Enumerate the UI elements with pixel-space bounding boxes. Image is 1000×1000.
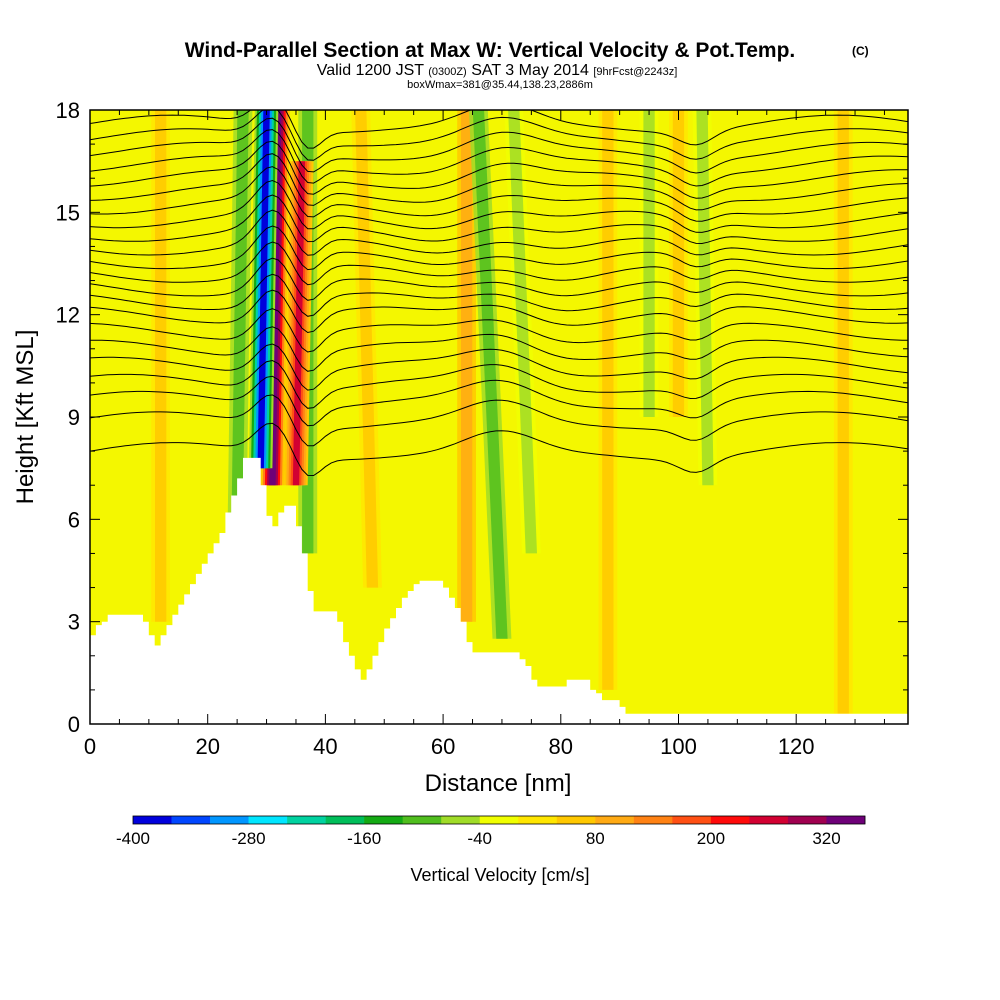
- isentrope-line: [90, 194, 908, 245]
- colorbar-tick-label: 80: [586, 829, 605, 848]
- colorbar-swatch: [133, 816, 172, 824]
- isentrope-line: [90, 225, 908, 271]
- colorbar-swatch: [749, 816, 789, 824]
- terrain-mask: [90, 457, 908, 724]
- x-axis-label: Distance [nm]: [425, 770, 572, 797]
- colorbar-swatch: [325, 816, 365, 824]
- velocity-band: [508, 110, 537, 554]
- colorbar-tick-label: -400: [116, 829, 150, 848]
- colorbar-swatch: [556, 816, 596, 824]
- x-tick-label: 0: [84, 734, 96, 759]
- y-tick-label: 3: [68, 610, 80, 635]
- velocity-band: [696, 110, 714, 486]
- velocity-band: [155, 110, 167, 622]
- y-axis: 0 3 6 9 12 15 18: [56, 98, 908, 737]
- x-tick-label: 100: [660, 734, 697, 759]
- colorbar-swatch: [441, 816, 481, 824]
- copyright-mark: (C): [852, 44, 869, 58]
- isentrope-line: [90, 117, 908, 174]
- colorbar-swatch: [826, 816, 866, 824]
- chart-subtitle: Valid 1200 JST (0300Z) SAT 3 May 2014 [9…: [317, 62, 678, 79]
- subtitle-valid: Valid 1200 JST: [317, 62, 425, 79]
- isentrope-line: [90, 273, 908, 317]
- subtitle-forecast: [9hrFcst@2243z]: [593, 66, 677, 78]
- isentrope-line: [90, 326, 908, 372]
- colorbar-swatch: [248, 816, 288, 824]
- isentrope-line: [90, 359, 908, 409]
- colorbar-tick-label: -280: [232, 829, 266, 848]
- colorbar-swatch: [287, 816, 326, 824]
- colorbar-swatch: [595, 816, 635, 824]
- x-tick-label: 60: [431, 734, 455, 759]
- subtitle-utc: (0300Z): [428, 66, 467, 78]
- isentrope-line: [90, 241, 908, 286]
- x-tick-label: 20: [195, 734, 219, 759]
- y-tick-label: 18: [56, 98, 80, 123]
- colorbar-swatch: [787, 816, 827, 824]
- y-tick-label: 6: [68, 507, 80, 532]
- isentrope-line: [90, 343, 908, 391]
- colorbar: -400 -280 -160 -40 80 200 320: [116, 815, 866, 848]
- y-tick-label: 12: [56, 303, 80, 328]
- isentrope-line: [90, 110, 908, 161]
- plot-area: [90, 110, 908, 724]
- chart-title: Wind-Parallel Section at Max W: Vertical…: [185, 39, 796, 62]
- colorbar-swatch: [672, 816, 712, 824]
- colorbar-swatch: [518, 816, 558, 824]
- colorbar-frame: [132, 815, 866, 825]
- isentrope-line: [90, 110, 908, 149]
- x-tick-label: 40: [313, 734, 337, 759]
- isentrope-line: [90, 375, 908, 427]
- colorbar-swatch: [402, 816, 442, 824]
- isentrope-contours: [90, 110, 908, 477]
- isentrope-line: [90, 308, 908, 353]
- x-axis: 0 20 40 60 80 100 120: [84, 110, 885, 759]
- colorbar-swatch: [710, 816, 750, 824]
- velocity-band: [472, 110, 508, 639]
- isentrope-line: [90, 140, 908, 199]
- colorbar-swatch: [171, 816, 211, 824]
- subtitle-date: SAT 3 May 2014: [471, 62, 589, 79]
- isentrope-line: [90, 422, 908, 477]
- colorbar-swatch: [633, 816, 673, 824]
- velocity-band: [461, 110, 473, 622]
- isentrope-line: [90, 129, 908, 187]
- colorbar-tick-label: -160: [347, 829, 381, 848]
- colorbar-tick-label: 320: [812, 829, 840, 848]
- colorbar-swatch: [479, 816, 519, 824]
- y-axis-label: Height [Kft MSL]: [12, 330, 39, 505]
- isentrope-line: [90, 257, 908, 301]
- isentrope-line: [90, 166, 908, 222]
- isentrope-line: [90, 179, 908, 233]
- colorbar-label: Vertical Velocity [cm/s]: [410, 865, 589, 885]
- isentrope-line: [90, 209, 908, 256]
- isentrope-line: [90, 394, 908, 447]
- x-tick-label: 120: [778, 734, 815, 759]
- x-tick-label: 80: [549, 734, 573, 759]
- isentrope-line: [90, 289, 908, 334]
- velocity-band: [672, 110, 685, 417]
- subtitle-box-wmax: boxWmax=381@35.44,138.23,2886m: [407, 79, 593, 91]
- y-tick-label: 15: [56, 200, 80, 225]
- y-tick-label: 9: [68, 405, 80, 430]
- colorbar-tick-label: -40: [467, 829, 492, 848]
- colorbar-swatch: [210, 816, 249, 824]
- velocity-band: [602, 110, 614, 690]
- colorbar-swatch: [364, 816, 403, 824]
- y-tick-label: 0: [68, 712, 80, 737]
- colorbar-tick-label: 200: [697, 829, 725, 848]
- velocity-band: [257, 110, 270, 469]
- velocity-band: [643, 110, 655, 417]
- velocity-band: [837, 110, 849, 714]
- isentrope-line: [90, 153, 908, 211]
